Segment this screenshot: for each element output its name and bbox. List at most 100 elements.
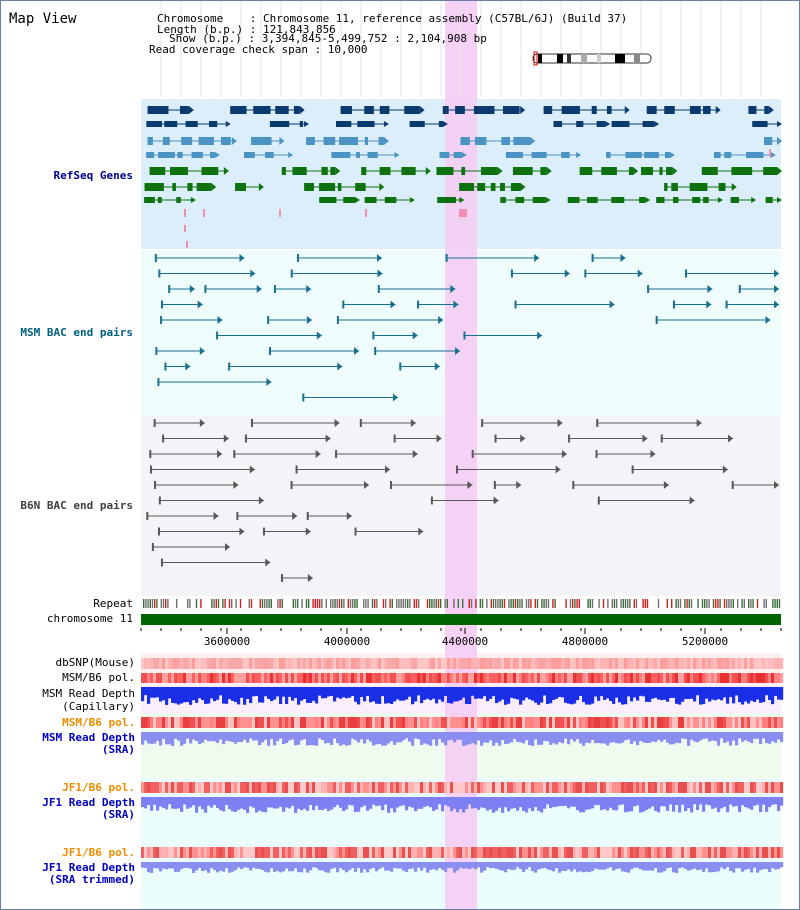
pol-cell (150, 673, 154, 683)
pol-cell (186, 673, 190, 683)
pol-cell (720, 673, 724, 683)
dbsnp-cell (252, 658, 256, 669)
dbsnp-cell (675, 658, 679, 669)
b6n-bac-pair-end (390, 481, 393, 489)
jf1-trim-depth-bar (444, 862, 448, 872)
pol-cell (468, 847, 472, 858)
pol-cell (189, 782, 193, 793)
track-label-refseq[interactable]: RefSeq Genes (53, 169, 133, 182)
pol-cell (759, 717, 763, 728)
page-title: Map View (9, 11, 77, 27)
msm-bac-pair-end (647, 285, 650, 293)
pol-cell (381, 717, 385, 728)
pol-cell (672, 847, 676, 858)
repeat-mark (343, 599, 345, 608)
jf1-depth-bar (453, 797, 457, 809)
pol-cell (705, 673, 709, 683)
jf1-depth-bar (405, 797, 409, 811)
pol-cell (648, 782, 652, 793)
pol-cell (399, 847, 403, 858)
repeat-mark (748, 599, 750, 608)
pol-cell (492, 673, 496, 683)
pol-cell (594, 673, 598, 683)
repeat-mark (349, 599, 352, 608)
pol-cell (699, 673, 703, 683)
msm-sra-depth-bar (351, 732, 355, 739)
repeat-mark (554, 599, 556, 608)
gene-strand-arrow (777, 121, 782, 127)
repeat-mark (732, 599, 734, 608)
jf1-depth-bar (468, 797, 472, 805)
pol-cell (561, 782, 565, 793)
jf1-trim-depth-bar (558, 862, 562, 873)
gene-exon (644, 152, 659, 158)
jf1-depth-bar (756, 797, 760, 805)
msm-sra-depth-bar (228, 732, 232, 742)
pol-cell (369, 847, 373, 858)
msm-sra-depth-bar (414, 732, 418, 739)
gene-exon (659, 167, 663, 175)
dbsnp-cell (543, 658, 547, 669)
pol-cell (699, 847, 703, 858)
track-label-b6n-bac[interactable]: B6N BAC end pairs (20, 499, 133, 512)
pol-cell (459, 782, 463, 793)
jf1-depth-bar (585, 797, 589, 810)
repeat-mark (334, 599, 336, 608)
msm-depth-bar (324, 687, 328, 699)
pol-cell (147, 782, 151, 793)
jf1-trim-depth-bar (288, 862, 292, 872)
dbsnp-cell (339, 658, 343, 669)
repeat-mark (624, 599, 627, 608)
gene-exon (567, 197, 580, 203)
msm-bac-pair-end (158, 269, 161, 278)
pol-cell (156, 782, 160, 793)
msm-bac-pair-end (372, 331, 375, 340)
pol-cell (399, 782, 403, 793)
jf1-trim-depth-bar (219, 862, 223, 871)
pol-cell (291, 673, 295, 683)
track-label-msm-bac[interactable]: MSM BAC end pairs (20, 326, 133, 339)
dbsnp-cell (354, 658, 358, 669)
pol-cell (291, 717, 295, 728)
pol-cell (279, 847, 283, 858)
pol-cell (246, 847, 250, 858)
msm-sra-depth-bar (459, 732, 463, 740)
jf1-depth-bar (657, 797, 661, 813)
jf1-depth-bar (510, 797, 514, 809)
jf1-depth-bar (150, 797, 154, 811)
dbsnp-cell (456, 658, 460, 669)
msm-sra-depth-bar (147, 732, 151, 744)
dbsnp-cell (630, 658, 634, 669)
pol-cell (210, 673, 214, 683)
msm-bac-pair-end (392, 393, 398, 402)
gene-exon (269, 121, 290, 127)
pol-cell (729, 717, 733, 728)
jf1-depth-bar (426, 797, 430, 806)
repeat-mark (510, 599, 512, 608)
gene-strand-arrow (645, 197, 651, 203)
pol-cell (540, 673, 544, 683)
msm-depth-bar (405, 687, 409, 700)
pol-cell (645, 847, 649, 858)
pol-cell (567, 847, 571, 858)
pol-cell (339, 782, 343, 793)
msm-bac-pair-end (273, 285, 276, 293)
pol-cell (219, 673, 223, 683)
msm-depth-bar (750, 687, 754, 701)
pol-cell (324, 673, 328, 683)
pol-cell (459, 847, 463, 858)
msm-depth-bar (297, 687, 301, 705)
pol-cell (687, 847, 691, 858)
msm-depth-bar (318, 687, 322, 696)
pol-cell (498, 782, 502, 793)
pol-cell (642, 782, 646, 793)
jf1-depth-bar (282, 797, 286, 812)
gene-exon (306, 137, 315, 145)
pol-cell (435, 717, 439, 728)
jf1-depth-bar (330, 797, 334, 810)
pol-cell (375, 782, 379, 793)
msm-depth-bar (564, 687, 568, 703)
chromosome-ideogram[interactable] (532, 51, 652, 66)
pol-cell (777, 782, 781, 793)
